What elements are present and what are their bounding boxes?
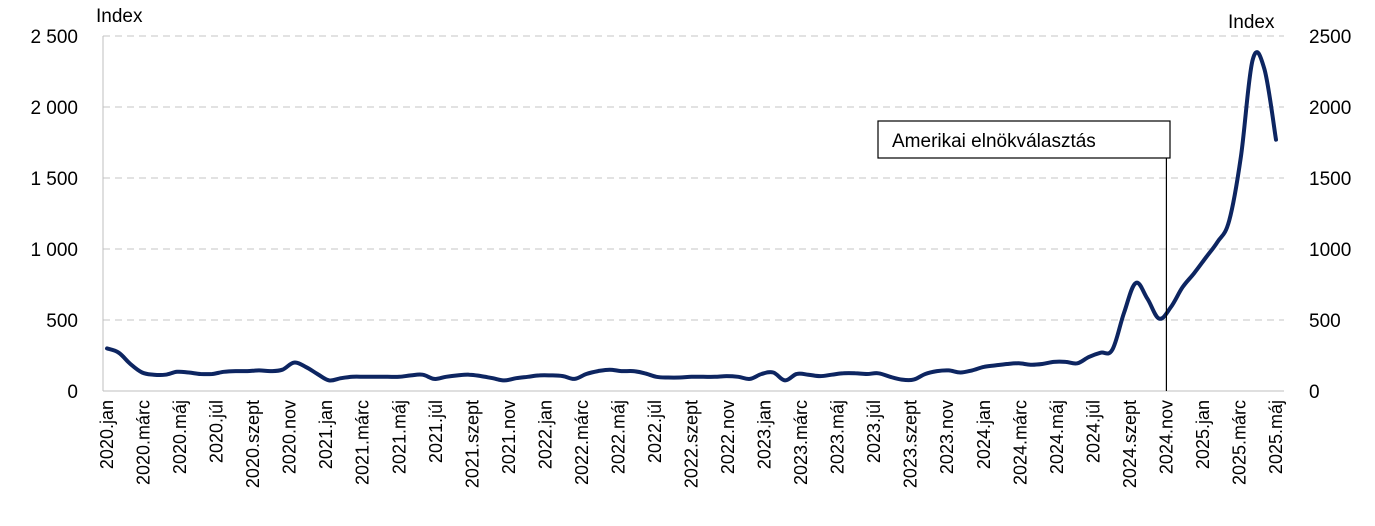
annotation-box <box>877 120 1171 159</box>
right-tick-label: 500 <box>1309 311 1341 332</box>
left-tick-label: 500 <box>46 311 78 332</box>
gridlines <box>103 35 1284 321</box>
left-tick-label: 2 500 <box>30 27 78 48</box>
left-tick-label: 0 <box>67 382 78 403</box>
x-tick-label: 2023.jan <box>755 400 775 469</box>
x-tick-label: 2024.szept <box>1120 400 1140 488</box>
right-tick-label: 2500 <box>1309 27 1351 48</box>
x-tick-label: 2021.júl <box>426 400 446 463</box>
x-tick-label: 2020.nov <box>280 400 300 474</box>
x-tick-label: 2020.júl <box>207 400 227 463</box>
right-tick-label: 1500 <box>1309 169 1351 190</box>
x-tick-label: 2023.máj <box>828 400 848 474</box>
x-tick-label: 2023.nov <box>937 400 957 474</box>
x-tick-labels: 2020.jan 2020.márc 2020.máj 2020.júl 2020.sz… <box>97 400 1286 488</box>
x-tick-label: 2021.szept <box>462 400 482 488</box>
annotation-label: Amerikai elnökválasztás <box>892 131 1096 152</box>
x-tick-label: 2025.máj <box>1266 400 1286 474</box>
x-tick-label: 2022.máj <box>608 400 628 474</box>
x-tick-label: 2023.márc <box>791 400 811 485</box>
x-tick-label: 2022.szept <box>682 400 702 488</box>
right-tick-label: 1000 <box>1309 240 1351 261</box>
left-tick-label: 1 500 <box>30 169 78 190</box>
x-tick-label: 2024.júl <box>1083 400 1103 463</box>
series-layer <box>105 50 1278 383</box>
series-line <box>105 50 1278 383</box>
left-axis-unit: Index <box>96 6 143 27</box>
x-tick-label: 2023.szept <box>901 400 921 488</box>
left-tick-labels: 0 500 1 000 1 500 2 000 2 500 <box>30 27 78 403</box>
x-tick-label: 2022.jan <box>535 400 555 469</box>
x-tick-label: 2023.júl <box>864 400 884 463</box>
axes <box>102 36 1284 392</box>
annotation: Amerikai elnökválasztás <box>877 120 1171 391</box>
x-tick-label: 2021.márc <box>353 400 373 485</box>
right-axis-unit: Index <box>1228 12 1275 33</box>
x-tick-label: 2021.máj <box>389 400 409 474</box>
left-tick-label: 1 000 <box>30 240 78 261</box>
x-tick-label: 2021.jan <box>316 400 336 469</box>
x-tick-label: 2020.szept <box>243 400 263 488</box>
right-tick-label: 0 <box>1309 382 1320 403</box>
x-tick-label: 2022.márc <box>572 400 592 485</box>
x-tick-label: 2024.máj <box>1047 400 1067 474</box>
x-tick-label: 2025.jan <box>1193 400 1213 469</box>
x-tick-label: 2024.jan <box>974 400 994 469</box>
x-tick-label: 2022.júl <box>645 400 665 463</box>
right-tick-label: 2000 <box>1309 98 1351 119</box>
x-tick-label: 2024.nov <box>1156 400 1176 474</box>
x-tick-label: 2025.márc <box>1230 400 1250 485</box>
x-tick-label: 2020.máj <box>170 400 190 474</box>
x-tick-label: 2022.nov <box>718 400 738 474</box>
right-tick-labels: 0 500 1000 1500 2000 2500 <box>1309 27 1351 403</box>
x-tick-label: 2021.nov <box>499 400 519 474</box>
left-tick-label: 2 000 <box>30 98 78 119</box>
x-tick-label: 2020.jan <box>97 400 117 469</box>
x-tick-label: 2020.márc <box>134 400 154 485</box>
x-tick-label: 2024.márc <box>1010 400 1030 485</box>
